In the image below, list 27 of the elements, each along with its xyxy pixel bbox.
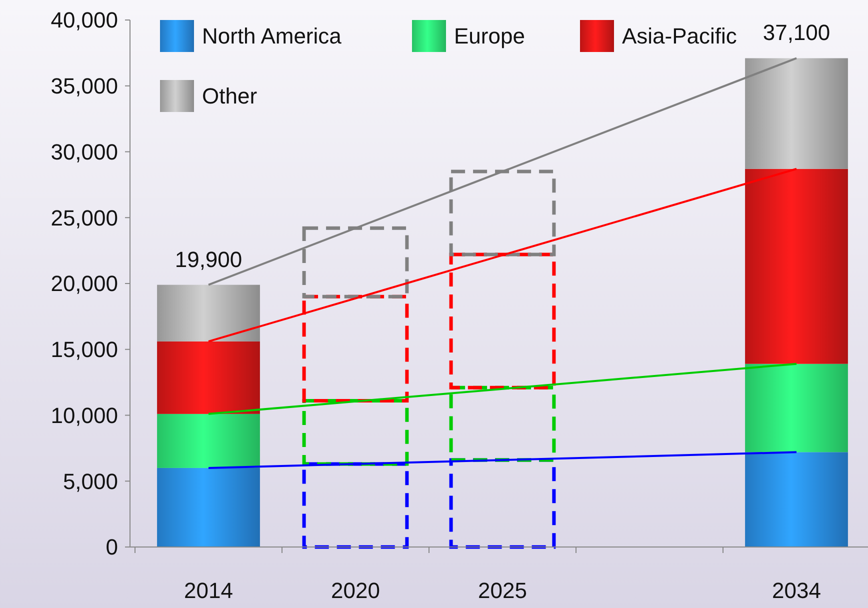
bar [745, 452, 848, 547]
bar [745, 58, 848, 169]
total-label: 19,900 [174, 246, 242, 272]
y-tick-label: 20,000 [50, 271, 118, 296]
x-tick-label: 2014 [184, 578, 233, 603]
legend-label: North America [202, 24, 342, 49]
legend-label: Europe [454, 24, 525, 49]
y-tick-label: 5,000 [62, 468, 118, 494]
y-tick-label: 40,000 [50, 8, 118, 33]
bar [157, 284, 260, 342]
y-tick-label: 30,000 [50, 139, 118, 164]
y-tick-label: 15,000 [50, 337, 118, 362]
x-tick-label: 2034 [772, 578, 821, 603]
bar [745, 168, 848, 364]
x-tick-label: 2020 [331, 578, 380, 603]
bar [157, 468, 260, 547]
bar [745, 364, 848, 452]
y-tick-label: 0 [106, 534, 118, 560]
y-tick-label: 25,000 [50, 205, 118, 230]
y-tick-label: 35,000 [50, 74, 118, 99]
legend-label: Asia-Pacific [622, 24, 737, 49]
bar [157, 341, 260, 414]
legend-label: Other [202, 84, 258, 109]
total-label: 37,100 [762, 20, 830, 46]
x-tick-label: 2025 [478, 578, 527, 603]
y-tick-label: 10,000 [50, 402, 118, 428]
bar [157, 414, 260, 468]
